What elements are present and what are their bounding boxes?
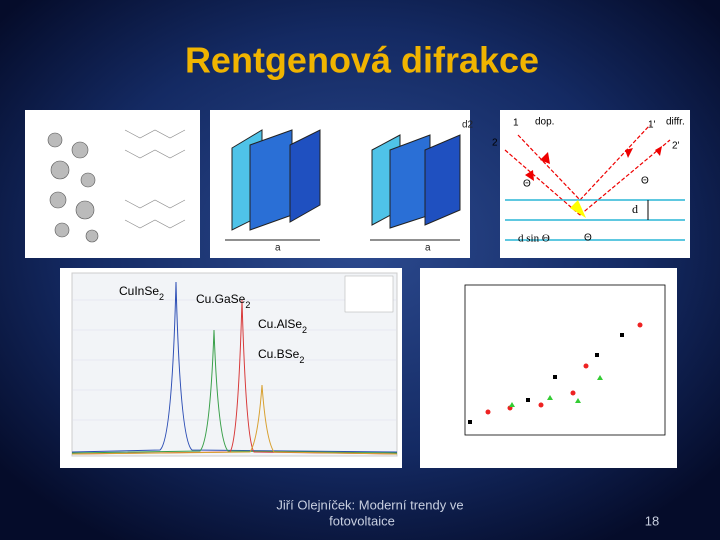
footer-text: Jiří Olejníček: Moderní trendy ve	[276, 497, 463, 512]
label-text: CuInSe	[119, 284, 159, 298]
label-text: Cu.BSe	[258, 347, 300, 361]
figure-label: d sin Θ	[518, 233, 550, 245]
crystal-figure-left	[25, 110, 200, 258]
label-subscript: 2	[245, 300, 250, 310]
figure-label: 2'	[672, 141, 680, 152]
diffraction-figure: 1 dop. 1' diffr. 2 2' Θ Θ d d sin Θ Θ	[492, 110, 690, 258]
spectrum-labels: CuInSe2 Cu.GaSe2 Cu.AlSe2 Cu.BSe2	[119, 284, 307, 365]
figure-label: 1	[513, 118, 519, 129]
figure-label: d	[632, 202, 638, 216]
compound-label: Cu.AlSe2	[258, 317, 307, 335]
figure-label: diffr.	[666, 117, 685, 128]
figure-label: Θ	[584, 233, 592, 244]
spectrum-figure	[60, 268, 402, 468]
figure-label: a	[425, 243, 431, 254]
compound-label: CuInSe2	[119, 284, 164, 302]
scatter-figure	[420, 268, 677, 468]
page-number: 18	[645, 513, 659, 528]
slide-title: Rentgenová difrakce	[185, 40, 539, 81]
crystal-figure-middle: d2 a a	[210, 110, 474, 258]
figure-label: Θ	[523, 179, 531, 190]
compound-label: Cu.BSe2	[258, 347, 304, 365]
label-subscript: 2	[302, 325, 307, 335]
label-subscript: 2	[159, 292, 164, 302]
figure-label: d2	[462, 120, 474, 131]
label-text: Cu.GaSe	[196, 292, 246, 306]
footer-text: fotovoltaice	[329, 513, 395, 528]
figure-label: 2	[492, 138, 498, 149]
label-subscript: 2	[299, 355, 304, 365]
compound-label: Cu.GaSe2	[196, 292, 250, 310]
figure-label: 1'	[648, 120, 656, 131]
figure-label: dop.	[535, 117, 554, 128]
figure-label: Θ	[641, 176, 649, 187]
label-text: Cu.AlSe	[258, 317, 302, 331]
figure-label: a	[275, 243, 281, 254]
